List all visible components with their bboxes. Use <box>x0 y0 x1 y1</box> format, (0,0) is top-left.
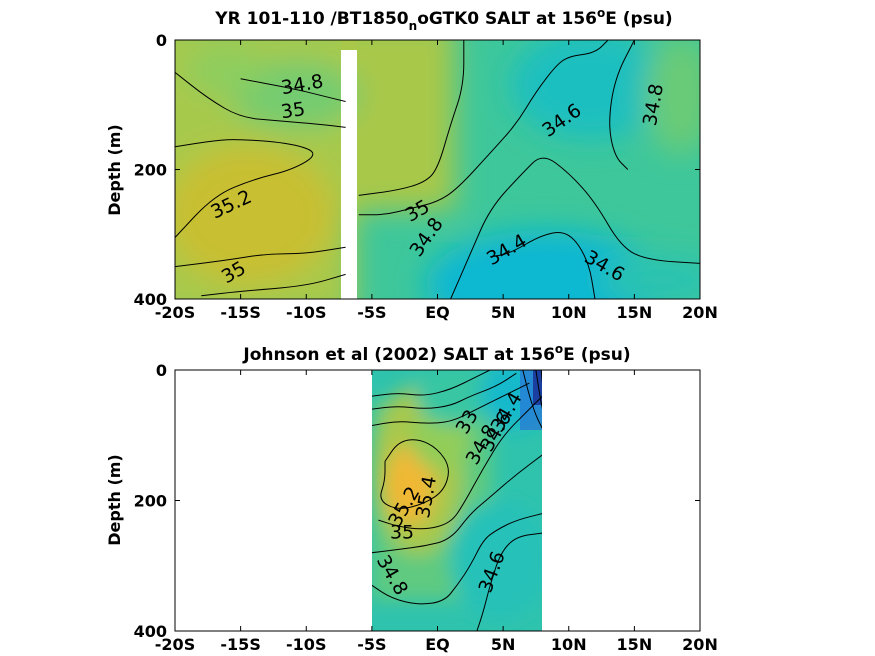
contour-label: 35 <box>280 98 307 123</box>
salinity-field-model <box>175 40 700 299</box>
x-tick-label: 5N <box>491 635 516 654</box>
contour-line-34-2 <box>535 370 542 410</box>
x-tick-label: 10N <box>551 635 587 654</box>
contour-line-35-2 <box>201 273 346 297</box>
panel-observations: Johnson et al (2002) SALT at 156oE (psu)… <box>105 342 718 654</box>
x-tick-label: 15N <box>617 635 653 654</box>
contour-line-34-6 <box>450 157 700 299</box>
x-tick-label: -10S <box>286 303 326 322</box>
x-tick-label: -15S <box>220 303 260 322</box>
x-axis-model: -20S -15S -10S -5S EQ 5N 10N 15N 20N <box>155 40 718 322</box>
x-tick-label: 15N <box>617 303 653 322</box>
contour-line-34-6 <box>609 40 635 170</box>
chart-title-observations: Johnson et al (2002) SALT at 156oE (psu) <box>242 342 630 365</box>
x-tick-label: -5S <box>357 635 386 654</box>
x-tick-label: -15S <box>220 635 260 654</box>
y-tick-label: 0 <box>156 31 167 50</box>
x-tick-label: -20S <box>155 635 195 654</box>
contour-line-34 <box>540 370 542 384</box>
contour-line-35 <box>358 40 465 196</box>
x-tick-label: 10N <box>551 303 587 322</box>
contour-line-35 <box>372 454 542 554</box>
y-tick-label: 400 <box>134 290 167 309</box>
contour-line-35 <box>175 246 346 268</box>
x-tick-label: EQ <box>425 303 450 322</box>
panel-model: YR 101-110 /BT1850noGTK0 SALT at 156oE (… <box>105 6 718 322</box>
contour-line-34-8 <box>175 72 346 128</box>
x-axis-observations: -20S -15S -10S -5S EQ 5N 10N 15N 20N <box>155 370 718 654</box>
contour-line-35-2 <box>378 395 542 530</box>
chart-title-model: YR 101-110 /BT1850noGTK0 SALT at 156oE (… <box>214 6 672 33</box>
y-axis-model: 0 200 400 <box>134 31 700 309</box>
x-tick-label: 20N <box>682 303 718 322</box>
salinity-field-observations <box>372 370 542 631</box>
contours-observations <box>372 370 542 631</box>
y-tick-label: 200 <box>134 161 167 180</box>
contours-model <box>175 40 700 299</box>
contour-line-35-2 <box>372 382 530 426</box>
contour-label: 35 <box>390 522 414 544</box>
y-axis-label-observations: Depth (m) <box>105 454 124 546</box>
x-tick-label: EQ <box>425 635 450 654</box>
x-tick-label: -10S <box>286 635 326 654</box>
x-tick-label: -5S <box>357 303 386 322</box>
y-axis-label-model: Depth (m) <box>105 124 124 216</box>
y-tick-label: 200 <box>134 492 167 511</box>
y-tick-label: 0 <box>156 361 167 380</box>
contour-line-35-2 <box>175 139 314 238</box>
x-tick-label: 20N <box>682 635 718 654</box>
contour-line-34-4 <box>522 370 542 429</box>
contour-line-34-8 <box>372 513 542 605</box>
contour-line-34-8 <box>372 370 491 397</box>
x-tick-label: 5N <box>491 303 516 322</box>
contour-line-34-8 <box>358 40 609 216</box>
contour-line-35-4 <box>380 439 449 509</box>
y-axis-observations: 0 200 400 <box>134 361 700 641</box>
contour-line-34-8 <box>240 78 346 102</box>
x-tick-label: -20S <box>155 303 195 322</box>
contour-line-35 <box>372 372 517 410</box>
contour-line-34-6 <box>476 532 542 631</box>
contour-line-34-4 <box>489 231 596 299</box>
y-tick-label: 400 <box>134 622 167 641</box>
